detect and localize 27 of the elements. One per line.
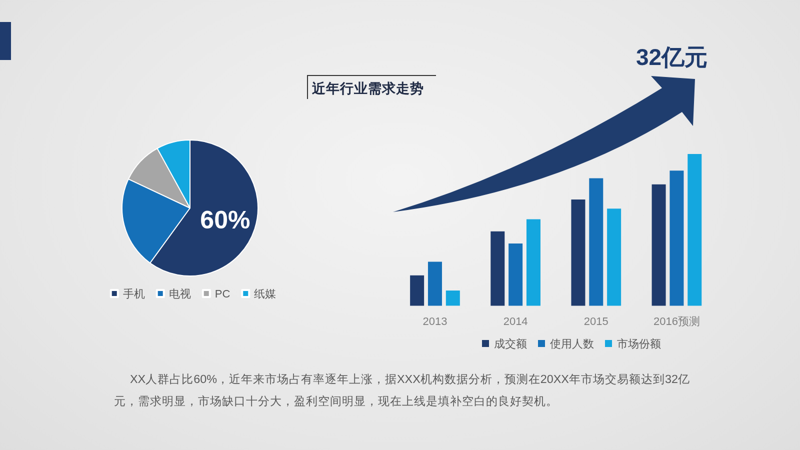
data-label: 60%: [200, 205, 250, 234]
bar: [652, 184, 666, 306]
legend-label: 成交额: [494, 338, 527, 350]
bar: [670, 170, 684, 306]
bar: [428, 262, 442, 306]
x-tick-label: 2015: [584, 315, 608, 328]
text: 32亿元: [636, 43, 708, 72]
text: XX人群占比60%，近年来市场占有率逐年上涨，据XXX机构数据分析，预测在20XX年市场交易额达到32亿元，需求明显，市场缺口十分大，盈利空间明显，现在上线是填补空白的良好契机。: [114, 372, 691, 410]
legend-label: 纸媒: [254, 288, 276, 300]
legend-label: 手机: [122, 288, 145, 300]
legend-label: 市场份额: [617, 338, 661, 350]
bar: [607, 208, 622, 306]
bar: [526, 219, 540, 306]
legend-label: 使用人数: [550, 338, 594, 350]
legend-label: PC: [214, 288, 230, 300]
bar: [490, 231, 505, 306]
bar: [508, 244, 523, 306]
bar: [446, 290, 460, 306]
bar: [688, 154, 702, 306]
bar: [410, 275, 424, 306]
bar: [589, 178, 604, 306]
x-tick-label: 2013: [422, 315, 448, 328]
x-tick-label: 2014: [503, 315, 528, 328]
text: 近年行业需求走势: [312, 80, 424, 98]
bar: [571, 200, 586, 306]
legend-label: 电视: [168, 288, 191, 300]
x-tick-label: 2016预测: [653, 315, 700, 328]
